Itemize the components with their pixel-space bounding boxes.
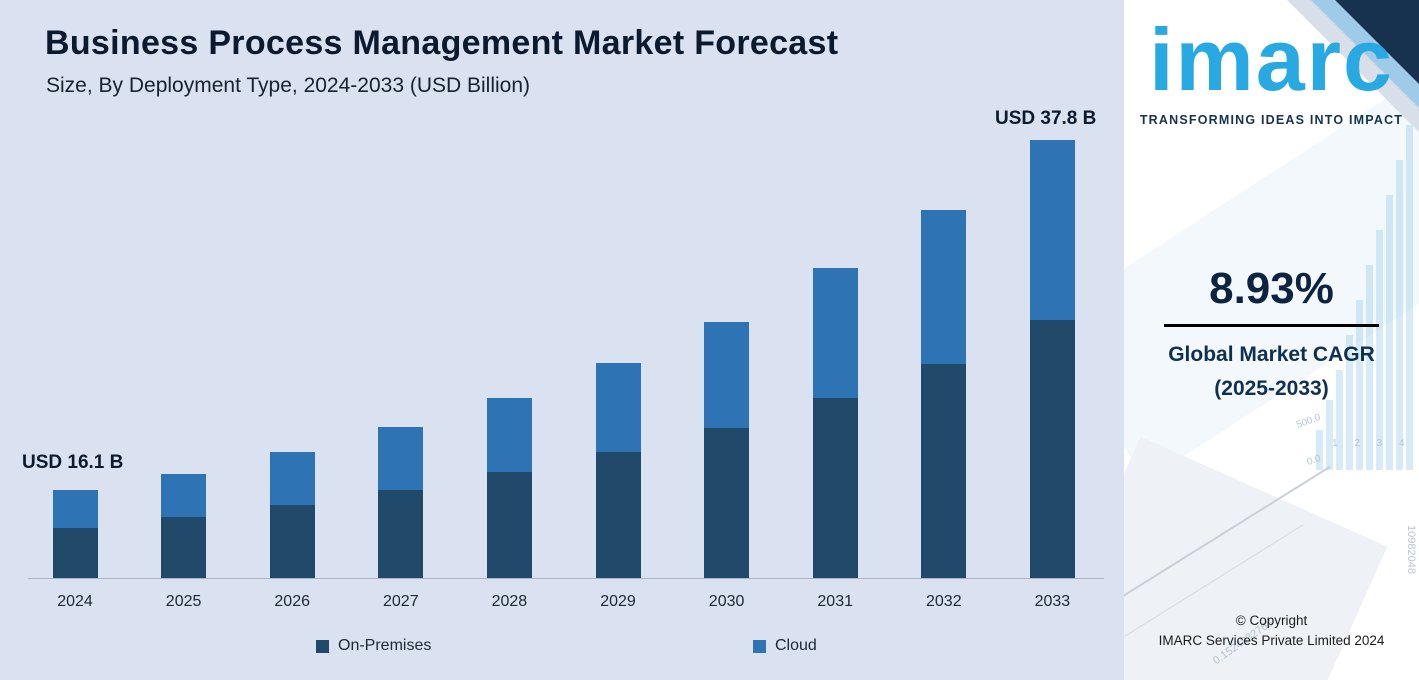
bars-container xyxy=(52,140,1075,578)
legend-label-cloud: Cloud xyxy=(775,637,817,654)
x-axis-label-2025: 2025 xyxy=(165,593,202,610)
decorative-bar xyxy=(1386,195,1393,470)
bar-segment-cloud-2032 xyxy=(921,210,967,364)
decorative-axis-ticks: 1 2 3 4 xyxy=(1332,438,1412,449)
decorative-bar xyxy=(1356,300,1363,470)
bar-segment-on-premises-2030 xyxy=(704,428,750,578)
legend-swatch-on-premises xyxy=(316,639,329,653)
bar-2033 xyxy=(1029,140,1075,578)
bar-2028 xyxy=(486,398,532,578)
cagr-label-line1: Global Market CAGR xyxy=(1168,343,1375,366)
chart-panel: Business Process Management Market Forec… xyxy=(22,24,1104,655)
bar-2026 xyxy=(269,452,315,578)
bar-segment-on-premises-2027 xyxy=(378,490,424,578)
annotation-2024-total: USD 16.1 B xyxy=(22,452,124,473)
bar-segment-on-premises-2028 xyxy=(486,472,532,578)
bar-segment-cloud-2026 xyxy=(269,452,315,505)
brand-tagline: TRANSFORMING IDEAS INTO IMPACT xyxy=(1139,113,1404,127)
bar-segment-cloud-2027 xyxy=(378,427,424,490)
bar-segment-on-premises-2026 xyxy=(269,505,315,578)
bar-segment-on-premises-2029 xyxy=(595,452,641,578)
x-axis-label-2031: 2031 xyxy=(817,593,853,610)
bar-segment-on-premises-2031 xyxy=(812,398,858,578)
decorative-mini-bar-chart xyxy=(1316,120,1416,470)
imarc-logo: imarc xyxy=(1124,16,1419,104)
bar-2032 xyxy=(921,210,967,578)
x-axis-label-2024: 2024 xyxy=(57,593,93,610)
bar-2031 xyxy=(812,268,858,578)
bar-2027 xyxy=(378,427,424,578)
bar-segment-cloud-2024 xyxy=(52,490,98,528)
legend-label-on-premises: On-Premises xyxy=(338,637,432,654)
cagr-underline xyxy=(1164,324,1379,327)
decorative-bar xyxy=(1396,160,1403,470)
bar-2024 xyxy=(52,490,98,578)
annotation-2033-total: USD 37.8 B xyxy=(995,108,1097,129)
copyright-line1: © Copyright xyxy=(1235,613,1308,628)
x-axis-label-2027: 2027 xyxy=(383,593,419,610)
brand-panel: 500.0 0.0 1 2 3 4 10982048 0.1524832768 … xyxy=(1124,0,1419,680)
bar-segment-cloud-2025 xyxy=(161,474,207,517)
x-axis-label-2033: 2033 xyxy=(1034,593,1071,610)
logo-letter-i: i xyxy=(1149,10,1176,109)
bar-segment-cloud-2030 xyxy=(704,322,750,428)
x-axis-label-2030: 2030 xyxy=(708,593,745,610)
decorative-bar xyxy=(1366,265,1373,470)
bar-segment-cloud-2029 xyxy=(595,363,641,452)
chart-title: Business Process Management Market Forec… xyxy=(45,24,839,62)
bar-2025 xyxy=(161,474,207,578)
legend-item-on-premises: On-Premises xyxy=(316,637,431,655)
cagr-value: 8.93% xyxy=(1209,264,1334,313)
decorative-bar xyxy=(1346,335,1353,470)
bar-2030 xyxy=(704,322,750,578)
bar-segment-on-premises-2032 xyxy=(921,364,967,578)
bar-segment-cloud-2033 xyxy=(1029,140,1075,320)
cagr-label-line2: (2025-2033) xyxy=(1214,377,1329,400)
x-axis-label-2026: 2026 xyxy=(274,593,310,610)
x-axis-line xyxy=(28,578,1104,579)
logo-wordmark: marc xyxy=(1175,10,1394,109)
bar-segment-cloud-2028 xyxy=(486,398,532,472)
copyright-line2: IMARC Services Private Limited 2024 xyxy=(1158,633,1385,648)
bar-segment-on-premises-2024 xyxy=(52,528,98,578)
x-axis-label-2029: 2029 xyxy=(600,593,636,610)
decorative-bar xyxy=(1376,230,1383,470)
legend-item-cloud: Cloud xyxy=(753,637,817,655)
x-axis-label-2032: 2032 xyxy=(926,593,962,610)
x-axis-labels: 2024 2025 2026 2027 2028 2029 2030 2031 2032 2033 xyxy=(57,593,1071,610)
decorative-bar xyxy=(1326,400,1333,470)
bar-segment-on-premises-2025 xyxy=(161,517,207,578)
chart-subtitle: Size, By Deployment Type, 2024-2033 (USD… xyxy=(46,74,531,97)
bar-segment-cloud-2031 xyxy=(812,268,858,398)
legend-swatch-cloud xyxy=(753,639,766,653)
bar-2029 xyxy=(595,363,641,578)
decorative-bar xyxy=(1336,370,1343,470)
decorative-bar xyxy=(1316,430,1323,470)
decorative-edge-number: 10982048 xyxy=(1405,525,1417,574)
decorative-bar xyxy=(1406,125,1413,470)
x-axis-label-2028: 2028 xyxy=(491,593,528,610)
bar-segment-on-premises-2033 xyxy=(1029,320,1075,578)
